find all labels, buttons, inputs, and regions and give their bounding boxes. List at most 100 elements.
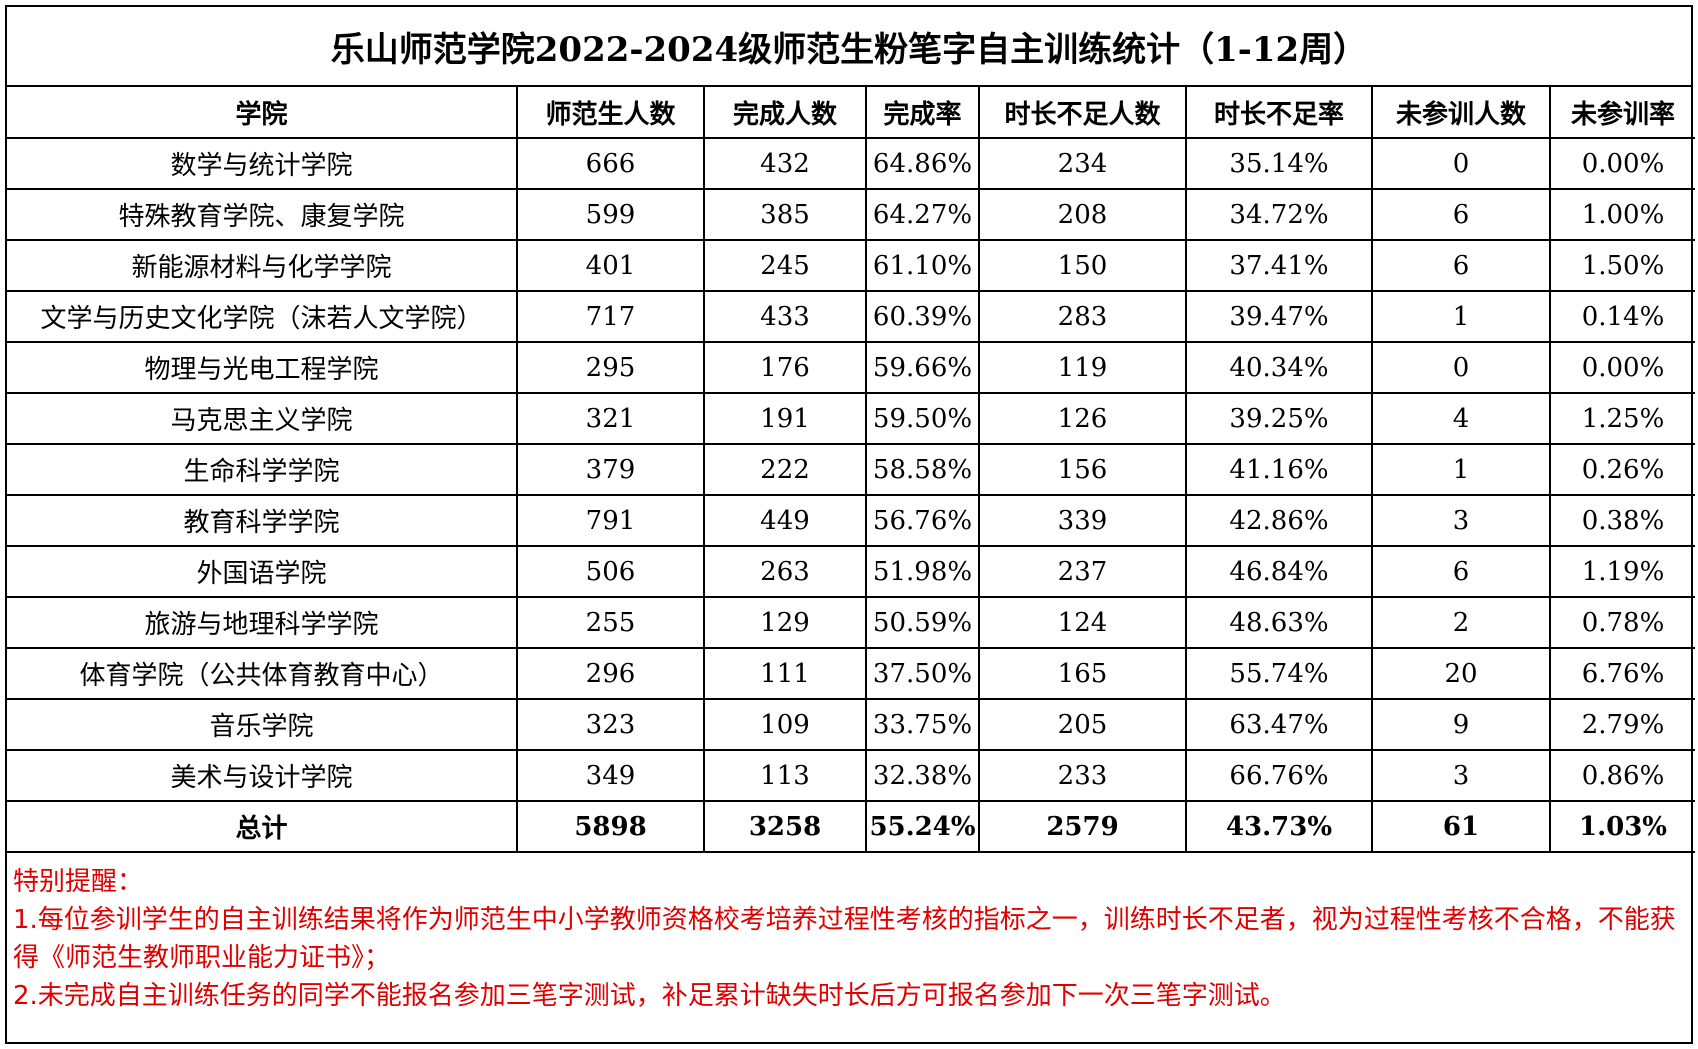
value-cell: 2 bbox=[1372, 597, 1551, 649]
value-cell: 176 bbox=[704, 342, 867, 394]
value-cell: 0.86% bbox=[1550, 750, 1695, 802]
college-name-cell: 生命科学学院 bbox=[7, 444, 518, 496]
value-cell: 46.84% bbox=[1186, 546, 1373, 598]
value-cell: 1.19% bbox=[1550, 546, 1695, 598]
value-cell: 56.76% bbox=[866, 495, 980, 547]
value-cell: 432 bbox=[704, 138, 867, 190]
college-name-cell: 教育科学学院 bbox=[7, 495, 518, 547]
value-cell: 255 bbox=[517, 597, 705, 649]
total-value-cell: 3258 bbox=[704, 801, 867, 853]
value-cell: 119 bbox=[979, 342, 1187, 394]
value-cell: 63.47% bbox=[1186, 699, 1373, 751]
table-row: 马克思主义学院 321 191 59.50% 126 39.25% 4 1.25% bbox=[7, 393, 1695, 445]
value-cell: 6 bbox=[1372, 240, 1551, 292]
value-cell: 129 bbox=[704, 597, 867, 649]
column-header: 学院 bbox=[7, 87, 518, 139]
value-cell: 3 bbox=[1372, 750, 1551, 802]
page-title: 乐山师范学院2022-2024级师范生粉笔字自主训练统计（1-12周） bbox=[7, 7, 1691, 87]
value-cell: 113 bbox=[704, 750, 867, 802]
value-cell: 55.74% bbox=[1186, 648, 1373, 700]
value-cell: 717 bbox=[517, 291, 705, 343]
value-cell: 1 bbox=[1372, 444, 1551, 496]
value-cell: 37.50% bbox=[866, 648, 980, 700]
value-cell: 35.14% bbox=[1186, 138, 1373, 190]
value-cell: 6.76% bbox=[1550, 648, 1695, 700]
total-label-cell: 总计 bbox=[7, 801, 518, 853]
value-cell: 3 bbox=[1372, 495, 1551, 547]
value-cell: 111 bbox=[704, 648, 867, 700]
value-cell: 37.41% bbox=[1186, 240, 1373, 292]
college-name-cell: 数学与统计学院 bbox=[7, 138, 518, 190]
column-header: 未参训率 bbox=[1550, 87, 1695, 139]
total-row: 总计 5898 3258 55.24% 2579 43.73% 61 1.03% bbox=[7, 801, 1695, 853]
value-cell: 2.79% bbox=[1550, 699, 1695, 751]
value-cell: 64.27% bbox=[866, 189, 980, 241]
value-cell: 50.59% bbox=[866, 597, 980, 649]
total-value-cell: 43.73% bbox=[1186, 801, 1373, 853]
table-row: 新能源材料与化学学院 401 245 61.10% 150 37.41% 6 1.50% bbox=[7, 240, 1695, 292]
value-cell: 191 bbox=[704, 393, 867, 445]
value-cell: 222 bbox=[704, 444, 867, 496]
value-cell: 42.86% bbox=[1186, 495, 1373, 547]
column-header: 未参训人数 bbox=[1372, 87, 1551, 139]
value-cell: 433 bbox=[704, 291, 867, 343]
notes-heading: 特别提醒： bbox=[13, 867, 144, 897]
value-cell: 6 bbox=[1372, 189, 1551, 241]
college-name-cell: 物理与光电工程学院 bbox=[7, 342, 518, 394]
value-cell: 263 bbox=[704, 546, 867, 598]
table-row: 物理与光电工程学院 295 176 59.66% 119 40.34% 0 0.00% bbox=[7, 342, 1695, 394]
value-cell: 401 bbox=[517, 240, 705, 292]
column-header: 师范生人数 bbox=[517, 87, 705, 139]
value-cell: 245 bbox=[704, 240, 867, 292]
college-name-cell: 体育学院（公共体育教育中心） bbox=[7, 648, 518, 700]
value-cell: 20 bbox=[1372, 648, 1551, 700]
value-cell: 599 bbox=[517, 189, 705, 241]
column-header: 时长不足率 bbox=[1186, 87, 1373, 139]
value-cell: 59.50% bbox=[866, 393, 980, 445]
table-row: 美术与设计学院 349 113 32.38% 233 66.76% 3 0.86% bbox=[7, 750, 1695, 802]
table-row: 旅游与地理科学学院 255 129 50.59% 124 48.63% 2 0.78% bbox=[7, 597, 1695, 649]
college-name-cell: 音乐学院 bbox=[7, 699, 518, 751]
header-row: 学院 师范生人数 完成人数 完成率 时长不足人数 时长不足率 未参训人数 未参训率 bbox=[7, 87, 1695, 139]
value-cell: 296 bbox=[517, 648, 705, 700]
value-cell: 109 bbox=[704, 699, 867, 751]
college-name-cell: 外国语学院 bbox=[7, 546, 518, 598]
value-cell: 126 bbox=[979, 393, 1187, 445]
value-cell: 295 bbox=[517, 342, 705, 394]
table-row: 体育学院（公共体育教育中心） 296 111 37.50% 165 55.74% 20 6.7… bbox=[7, 648, 1695, 700]
college-name-cell: 新能源材料与化学学院 bbox=[7, 240, 518, 292]
value-cell: 791 bbox=[517, 495, 705, 547]
value-cell: 1.25% bbox=[1550, 393, 1695, 445]
table-row: 文学与历史文化学院（沫若人文学院） 717 433 60.39% 283 39.47% 1 0… bbox=[7, 291, 1695, 343]
table-row: 生命科学学院 379 222 58.58% 156 41.16% 1 0.26% bbox=[7, 444, 1695, 496]
value-cell: 60.39% bbox=[866, 291, 980, 343]
value-cell: 59.66% bbox=[866, 342, 980, 394]
value-cell: 40.34% bbox=[1186, 342, 1373, 394]
total-value-cell: 5898 bbox=[517, 801, 705, 853]
value-cell: 205 bbox=[979, 699, 1187, 751]
college-name-cell: 美术与设计学院 bbox=[7, 750, 518, 802]
value-cell: 379 bbox=[517, 444, 705, 496]
value-cell: 0.00% bbox=[1550, 342, 1695, 394]
total-value-cell: 2579 bbox=[979, 801, 1187, 853]
value-cell: 237 bbox=[979, 546, 1187, 598]
value-cell: 349 bbox=[517, 750, 705, 802]
value-cell: 321 bbox=[517, 393, 705, 445]
table-row: 外国语学院 506 263 51.98% 237 46.84% 6 1.19% bbox=[7, 546, 1695, 598]
value-cell: 150 bbox=[979, 240, 1187, 292]
note-item-2: 2.未完成自主训练任务的同学不能报名参加三笔字测试，补足累计缺失时长后方可报名参… bbox=[13, 981, 1286, 1011]
value-cell: 66.76% bbox=[1186, 750, 1373, 802]
value-cell: 33.75% bbox=[866, 699, 980, 751]
value-cell: 283 bbox=[979, 291, 1187, 343]
value-cell: 0.78% bbox=[1550, 597, 1695, 649]
statistics-sheet: 乐山师范学院2022-2024级师范生粉笔字自主训练统计（1-12周） 学院 师范… bbox=[5, 5, 1695, 1044]
value-cell: 9 bbox=[1372, 699, 1551, 751]
statistics-table: 学院 师范生人数 完成人数 完成率 时长不足人数 时长不足率 未参训人数 未参训率 数学与统计… bbox=[7, 87, 1695, 853]
table-row: 数学与统计学院 666 432 64.86% 234 35.14% 0 0.00% bbox=[7, 138, 1695, 190]
table-row: 音乐学院 323 109 33.75% 205 63.47% 9 2.79% bbox=[7, 699, 1695, 751]
value-cell: 156 bbox=[979, 444, 1187, 496]
value-cell: 1.50% bbox=[1550, 240, 1695, 292]
value-cell: 233 bbox=[979, 750, 1187, 802]
value-cell: 208 bbox=[979, 189, 1187, 241]
value-cell: 51.98% bbox=[866, 546, 980, 598]
